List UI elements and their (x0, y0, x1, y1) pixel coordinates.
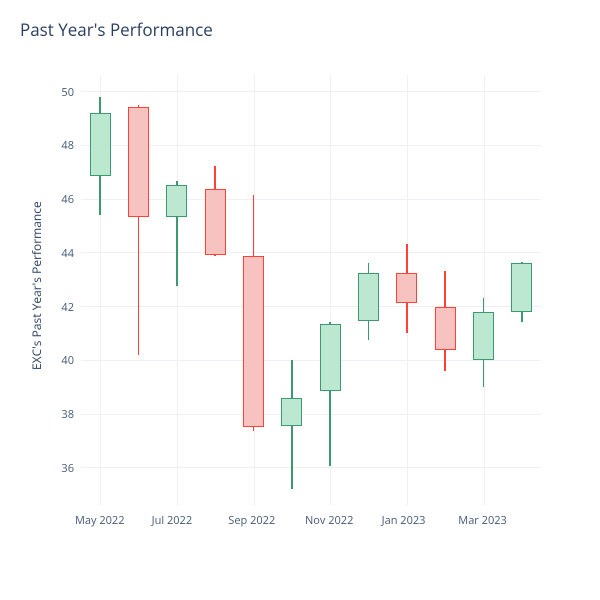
grid-line-v (484, 75, 485, 505)
x-tick-label: May 2022 (75, 513, 125, 528)
y-tick-label: 36 (61, 461, 74, 476)
candle-body (243, 256, 264, 427)
plot-area (80, 75, 541, 505)
candle-body (90, 113, 111, 176)
grid-line-h (81, 91, 541, 92)
candle-body (320, 324, 341, 391)
y-tick-label: 48 (61, 138, 74, 153)
x-tick-label: Mar 2023 (458, 513, 507, 528)
candle-body (511, 263, 532, 311)
x-tick-label: Jul 2022 (152, 513, 193, 528)
y-tick-label: 40 (61, 353, 74, 368)
y-tick-label: 38 (61, 407, 74, 422)
candle-body (281, 398, 302, 426)
y-tick-label: 46 (61, 192, 74, 207)
grid-line-h (81, 252, 541, 253)
candle-body (396, 273, 417, 304)
grid-line-h (81, 414, 541, 415)
y-tick-label: 44 (61, 246, 74, 261)
x-tick-label: Nov 2022 (305, 513, 353, 528)
grid-line-h (81, 360, 541, 361)
grid-line-h (81, 199, 541, 200)
chart-title: Past Year's Performance (20, 18, 213, 41)
x-tick-label: Sep 2022 (228, 513, 275, 528)
candle-body (473, 312, 494, 360)
x-tick-label: Jan 2023 (382, 513, 426, 528)
chart-container: Past Year's Performance EXC's Past Year'… (0, 0, 600, 600)
candle-body (358, 273, 379, 321)
y-axis-label: EXC's Past Year's Performance (28, 201, 45, 370)
y-tick-label: 50 (61, 85, 74, 100)
grid-line-h (81, 467, 541, 468)
candle-body (205, 189, 226, 255)
candle-body (128, 107, 149, 217)
candle-body (166, 185, 187, 217)
candle-body (435, 307, 456, 350)
grid-line-h (81, 145, 541, 146)
y-tick-label: 42 (61, 300, 74, 315)
grid-line-h (81, 306, 541, 307)
grid-line-v (177, 75, 178, 505)
